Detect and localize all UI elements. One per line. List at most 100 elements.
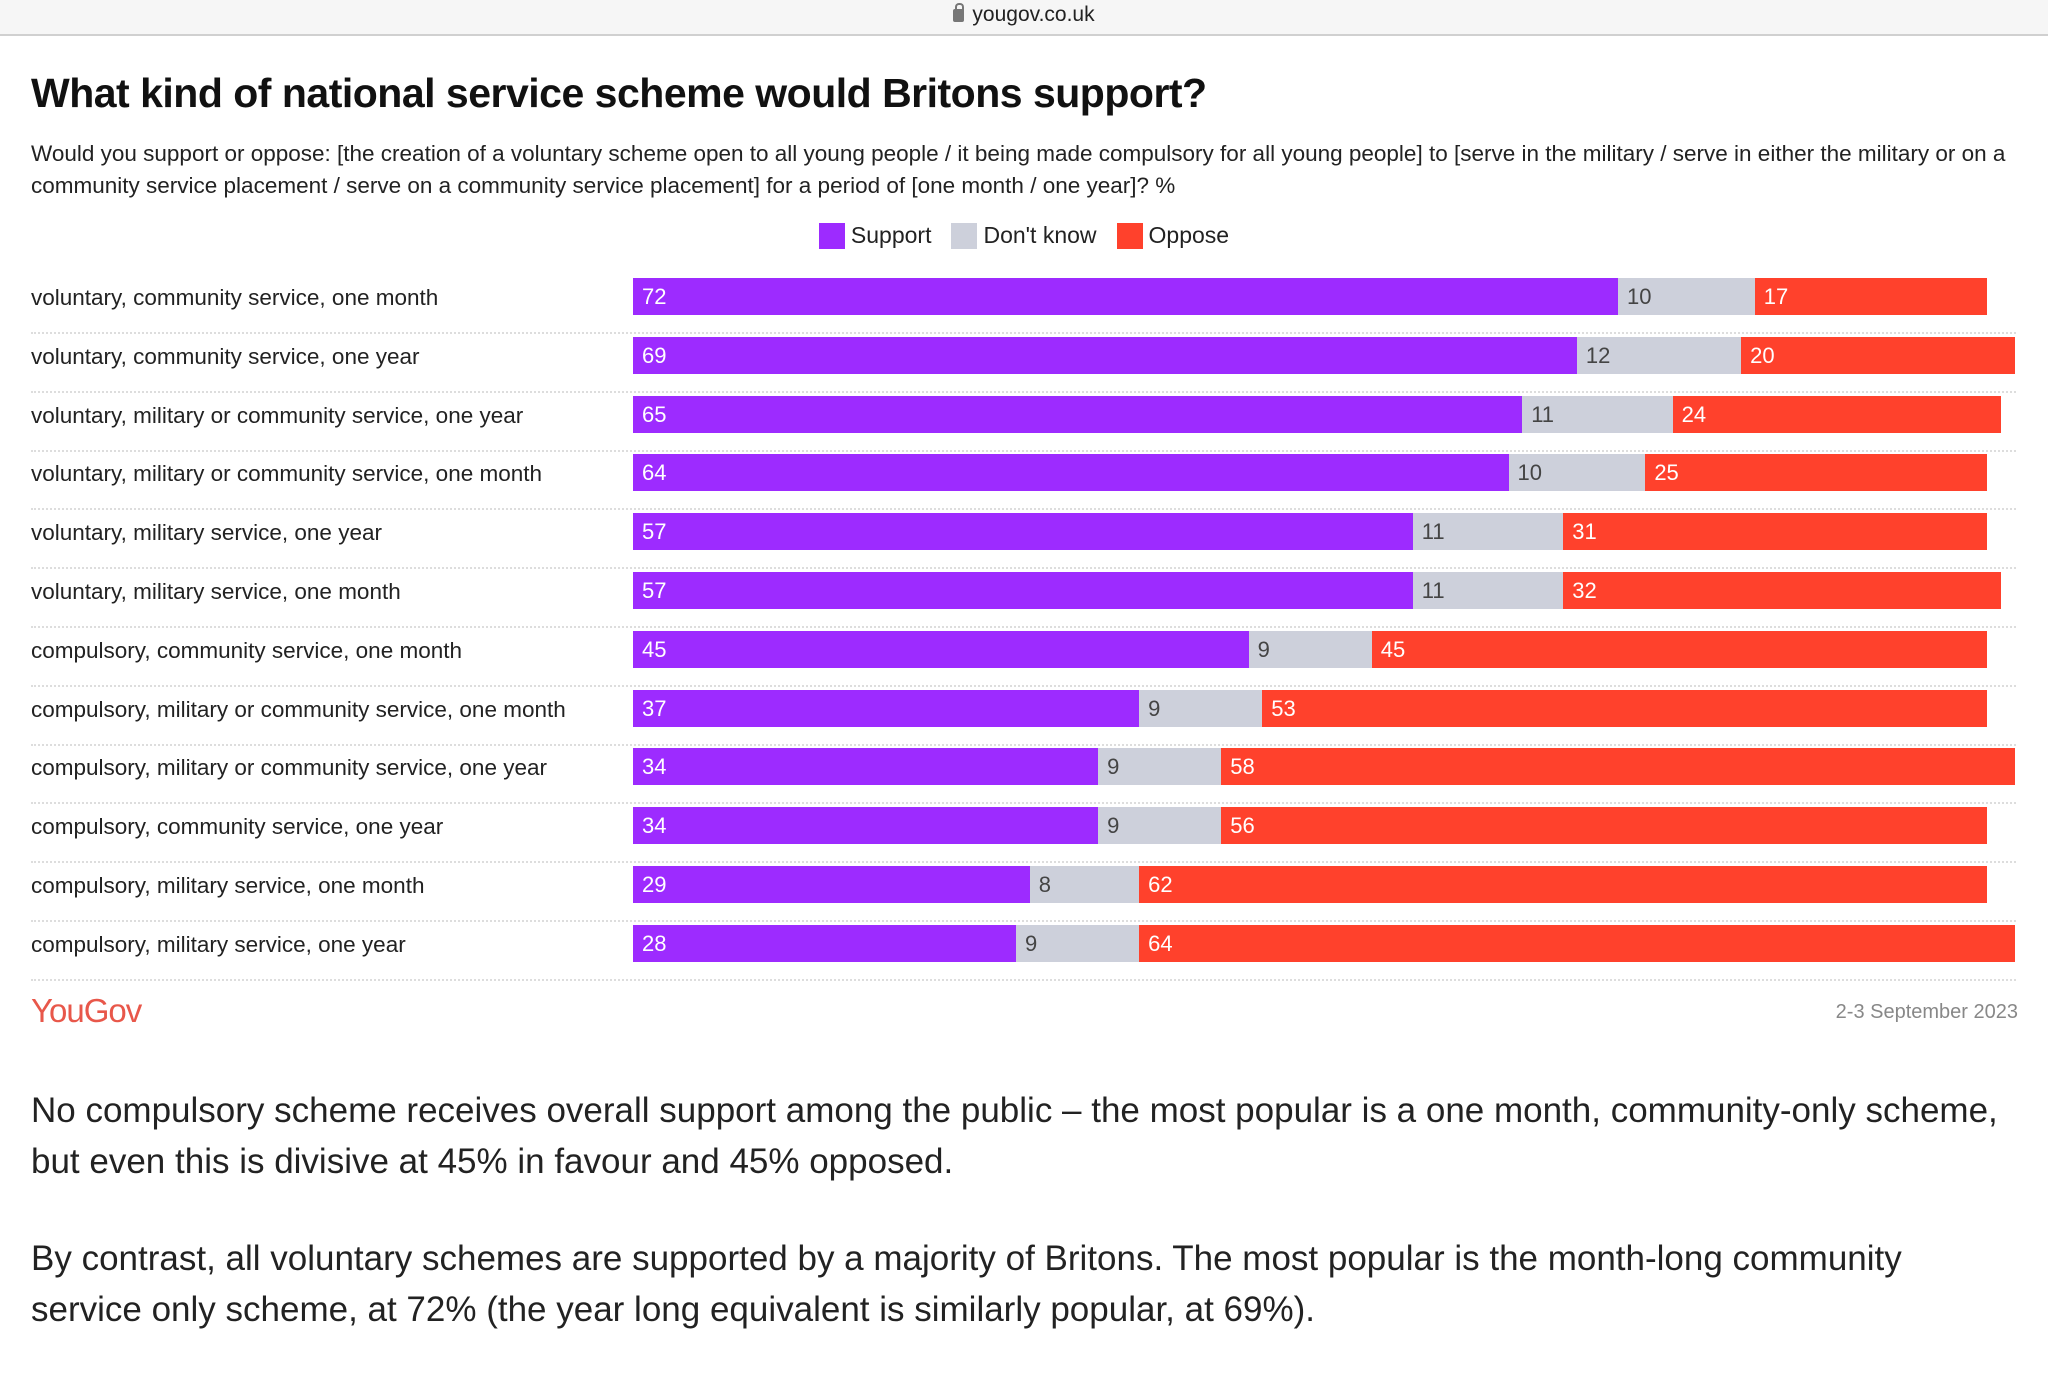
bar-sup: 57 bbox=[633, 513, 1413, 551]
lock-icon bbox=[953, 3, 965, 22]
data-label: 8 bbox=[1038, 872, 1051, 897]
data-label: 20 bbox=[1750, 342, 1775, 368]
bar-sup: 34 bbox=[633, 748, 1099, 786]
data-label: 57 bbox=[642, 519, 667, 545]
category-label: voluntary, military or community service… bbox=[31, 402, 524, 428]
data-label: 10 bbox=[1517, 460, 1542, 486]
category-label: compulsory, military or community servic… bbox=[31, 755, 547, 781]
category-label: voluntary, military service, one month bbox=[31, 579, 401, 604]
bar-dk: 12 bbox=[1576, 336, 1742, 374]
data-label: 24 bbox=[1681, 401, 1707, 427]
data-label: 11 bbox=[1531, 401, 1555, 427]
data-label: 9 bbox=[1107, 754, 1120, 780]
legend-dont-know: Don't know bbox=[951, 222, 1097, 249]
data-label: 62 bbox=[1148, 872, 1173, 897]
data-label: 64 bbox=[642, 460, 667, 486]
data-label: 9 bbox=[1025, 930, 1038, 956]
legend-label: Don't know bbox=[983, 222, 1097, 248]
data-label: 9 bbox=[1107, 813, 1120, 839]
data-label: 17 bbox=[1763, 284, 1789, 309]
data-label: 9 bbox=[1257, 636, 1270, 662]
bar-opp: 53 bbox=[1262, 689, 1988, 727]
chart-row: voluntary, community service, one year 69… bbox=[31, 334, 2016, 393]
bar-opp: 25 bbox=[1645, 454, 1988, 492]
category-label: compulsory, military or community servic… bbox=[31, 696, 566, 722]
data-label: 58 bbox=[1230, 754, 1255, 780]
bar-dk: 9 bbox=[1016, 924, 1140, 962]
chart-row: compulsory, community service, one year 3… bbox=[31, 804, 2016, 864]
category-label: compulsory, community service, one year bbox=[31, 814, 444, 840]
bar-opp: 32 bbox=[1563, 572, 2001, 609]
category-label: voluntary, military or community service… bbox=[31, 461, 543, 487]
legend-swatch-dont-know bbox=[951, 222, 978, 249]
data-label: 10 bbox=[1626, 284, 1652, 309]
data-label: 65 bbox=[642, 401, 667, 427]
bar-dk: 11 bbox=[1522, 395, 1673, 433]
bar-dk: 10 bbox=[1617, 278, 1755, 315]
chart-title: What kind of national service scheme wou… bbox=[31, 70, 1207, 116]
bar-opp: 58 bbox=[1221, 748, 2015, 786]
data-label: 12 bbox=[1585, 342, 1611, 368]
category-label: compulsory, military service, one month bbox=[31, 873, 425, 898]
data-label: 56 bbox=[1230, 813, 1255, 839]
bar-sup: 29 bbox=[633, 866, 1030, 903]
bar-opp: 31 bbox=[1563, 513, 1988, 551]
legend-oppose: Oppose bbox=[1116, 222, 1230, 249]
data-label: 69 bbox=[642, 342, 667, 368]
data-label: 11 bbox=[1421, 519, 1445, 545]
data-label: 28 bbox=[642, 930, 667, 956]
bar-opp: 56 bbox=[1221, 807, 1988, 845]
data-label: 45 bbox=[642, 636, 667, 662]
chart-row: compulsory, community service, one month… bbox=[31, 628, 2016, 687]
bar-dk: 9 bbox=[1098, 807, 1222, 845]
bar-sup: 65 bbox=[633, 395, 1523, 433]
data-label: 53 bbox=[1271, 695, 1296, 721]
chart-row: compulsory, military or community servic… bbox=[31, 745, 2016, 805]
data-label: 64 bbox=[1148, 930, 1173, 956]
yougov-logo: YouGov bbox=[31, 992, 142, 1029]
data-label: 29 bbox=[642, 872, 667, 897]
data-label: 72 bbox=[642, 284, 667, 309]
bar-sup: 72 bbox=[633, 278, 1618, 315]
bar-sup: 45 bbox=[633, 630, 1249, 668]
legend-swatch-support bbox=[818, 222, 845, 249]
chart-row: compulsory, military service, one month 2… bbox=[31, 863, 2016, 922]
bar-dk: 9 bbox=[1098, 748, 1222, 786]
paragraph-2: By contrast, all voluntary schemes are s… bbox=[31, 1239, 1902, 1329]
chart-row: voluntary, military or community service… bbox=[31, 451, 2016, 511]
bar-dk: 11 bbox=[1412, 513, 1564, 551]
data-label: 32 bbox=[1572, 578, 1597, 603]
legend-label: Support bbox=[850, 222, 932, 248]
bar-sup: 37 bbox=[633, 689, 1140, 727]
bar-opp: 20 bbox=[1741, 336, 2015, 374]
chart-row: voluntary, military service, one year 57 1… bbox=[31, 510, 2016, 570]
category-label: voluntary, community service, one month bbox=[31, 285, 439, 310]
bar-opp: 64 bbox=[1139, 924, 2015, 962]
bar-dk: 8 bbox=[1029, 866, 1140, 903]
bar-opp: 24 bbox=[1672, 395, 2001, 433]
bar-opp: 17 bbox=[1754, 278, 1988, 315]
chart-row: compulsory, military or community servic… bbox=[31, 687, 2016, 746]
legend-label: Oppose bbox=[1148, 222, 1230, 248]
data-label: 25 bbox=[1654, 460, 1679, 486]
data-label: 34 bbox=[642, 754, 667, 780]
bar-sup: 34 bbox=[633, 807, 1099, 845]
browser-url-bar[interactable]: yougov.co.uk bbox=[0, 0, 2048, 36]
chart-row: voluntary, military service, one month 57… bbox=[31, 569, 2016, 628]
url-text: yougov.co.uk bbox=[972, 3, 1095, 26]
category-label: compulsory, community service, one month bbox=[31, 637, 462, 663]
category-label: voluntary, community service, one year bbox=[31, 343, 420, 369]
chart-row: voluntary, community service, one month 7… bbox=[31, 275, 2016, 334]
bar-opp: 62 bbox=[1139, 866, 1988, 903]
paragraph-1: No compulsory scheme receives overall su… bbox=[31, 1091, 1998, 1181]
bar-opp: 45 bbox=[1371, 630, 1988, 668]
bar-dk: 9 bbox=[1248, 630, 1372, 668]
bar-sup: 69 bbox=[633, 336, 1577, 374]
bar-dk: 10 bbox=[1508, 454, 1646, 492]
bar-dk: 9 bbox=[1139, 689, 1263, 727]
data-label: 45 bbox=[1380, 636, 1406, 662]
chart-row: voluntary, military or community service… bbox=[31, 393, 2016, 452]
data-label: 31 bbox=[1572, 519, 1597, 545]
chart-legend: Support Don't know Oppose bbox=[0, 222, 2048, 249]
legend-support: Support bbox=[818, 222, 932, 249]
